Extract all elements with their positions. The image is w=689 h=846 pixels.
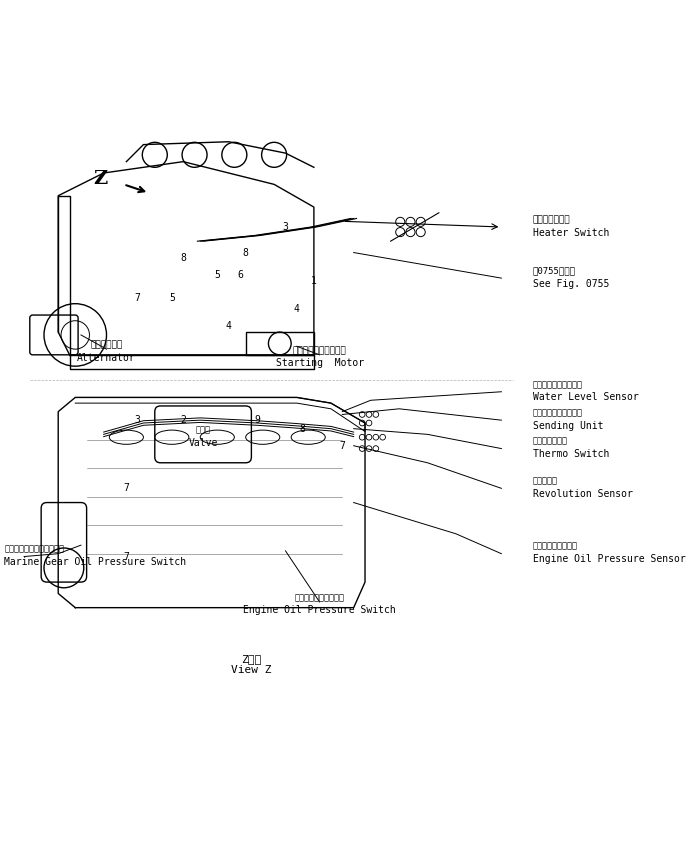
Text: Z　視: Z 視 xyxy=(241,654,262,664)
Text: エンジン油圧センサ: エンジン油圧センサ xyxy=(533,541,577,551)
Text: オルタネータ: オルタネータ xyxy=(90,341,123,349)
Text: Alternator: Alternator xyxy=(77,353,136,363)
Text: 1: 1 xyxy=(311,276,317,286)
Text: 7: 7 xyxy=(135,293,141,303)
Text: Marine Gear Oil Pressure Switch: Marine Gear Oil Pressure Switch xyxy=(4,558,186,567)
Text: Revolution Sensor: Revolution Sensor xyxy=(533,489,633,499)
Bar xyxy=(246,332,314,354)
Text: 7: 7 xyxy=(123,483,130,493)
Text: 5: 5 xyxy=(169,293,175,303)
Text: Starting  Motor: Starting Motor xyxy=(276,359,364,368)
Text: 6: 6 xyxy=(237,270,243,280)
Text: View Z: View Z xyxy=(231,665,271,675)
Text: 3: 3 xyxy=(135,415,141,426)
Text: 2: 2 xyxy=(181,415,186,426)
Text: ウォータレベルセンサ: ウォータレベルセンサ xyxy=(533,380,583,389)
Text: エンジン油圧スイッチ: エンジン油圧スイッチ xyxy=(295,593,344,602)
Text: Water Level Sensor: Water Level Sensor xyxy=(533,393,639,403)
Text: 3: 3 xyxy=(282,222,289,232)
Text: Heater Switch: Heater Switch xyxy=(533,228,609,238)
Text: Z: Z xyxy=(94,170,108,188)
Text: マリンギヤー油圧スイッチ: マリンギヤー油圧スイッチ xyxy=(4,545,64,553)
Text: 第0755図参照: 第0755図参照 xyxy=(533,266,575,276)
Text: Engine Oil Pressure Switch: Engine Oil Pressure Switch xyxy=(243,606,396,616)
Text: 5: 5 xyxy=(214,270,220,280)
Text: センディングユニット: センディングユニット xyxy=(533,409,583,417)
Text: ヒータスイッチ: ヒータスイッチ xyxy=(533,216,570,225)
Text: スターティングモータ: スターティングモータ xyxy=(293,346,347,355)
Text: 回転センサ: 回転センサ xyxy=(533,476,557,486)
Text: 4: 4 xyxy=(294,305,300,315)
Text: 8: 8 xyxy=(243,248,249,257)
Text: Thermo Switch: Thermo Switch xyxy=(533,449,609,459)
Text: バルブ: バルブ xyxy=(196,426,211,434)
Text: 7: 7 xyxy=(123,552,130,562)
Text: 8: 8 xyxy=(181,253,186,263)
Text: 7: 7 xyxy=(340,441,345,451)
Text: See Fig. 0755: See Fig. 0755 xyxy=(533,279,609,288)
Text: Engine Oil Pressure Sensor: Engine Oil Pressure Sensor xyxy=(533,554,686,564)
Text: Sending Unit: Sending Unit xyxy=(533,420,603,431)
Text: 9: 9 xyxy=(254,415,260,426)
Text: 4: 4 xyxy=(226,321,232,332)
Text: サーモスイッチ: サーモスイッチ xyxy=(533,437,568,446)
Text: 8: 8 xyxy=(300,424,305,434)
Text: Valve: Valve xyxy=(188,438,218,448)
